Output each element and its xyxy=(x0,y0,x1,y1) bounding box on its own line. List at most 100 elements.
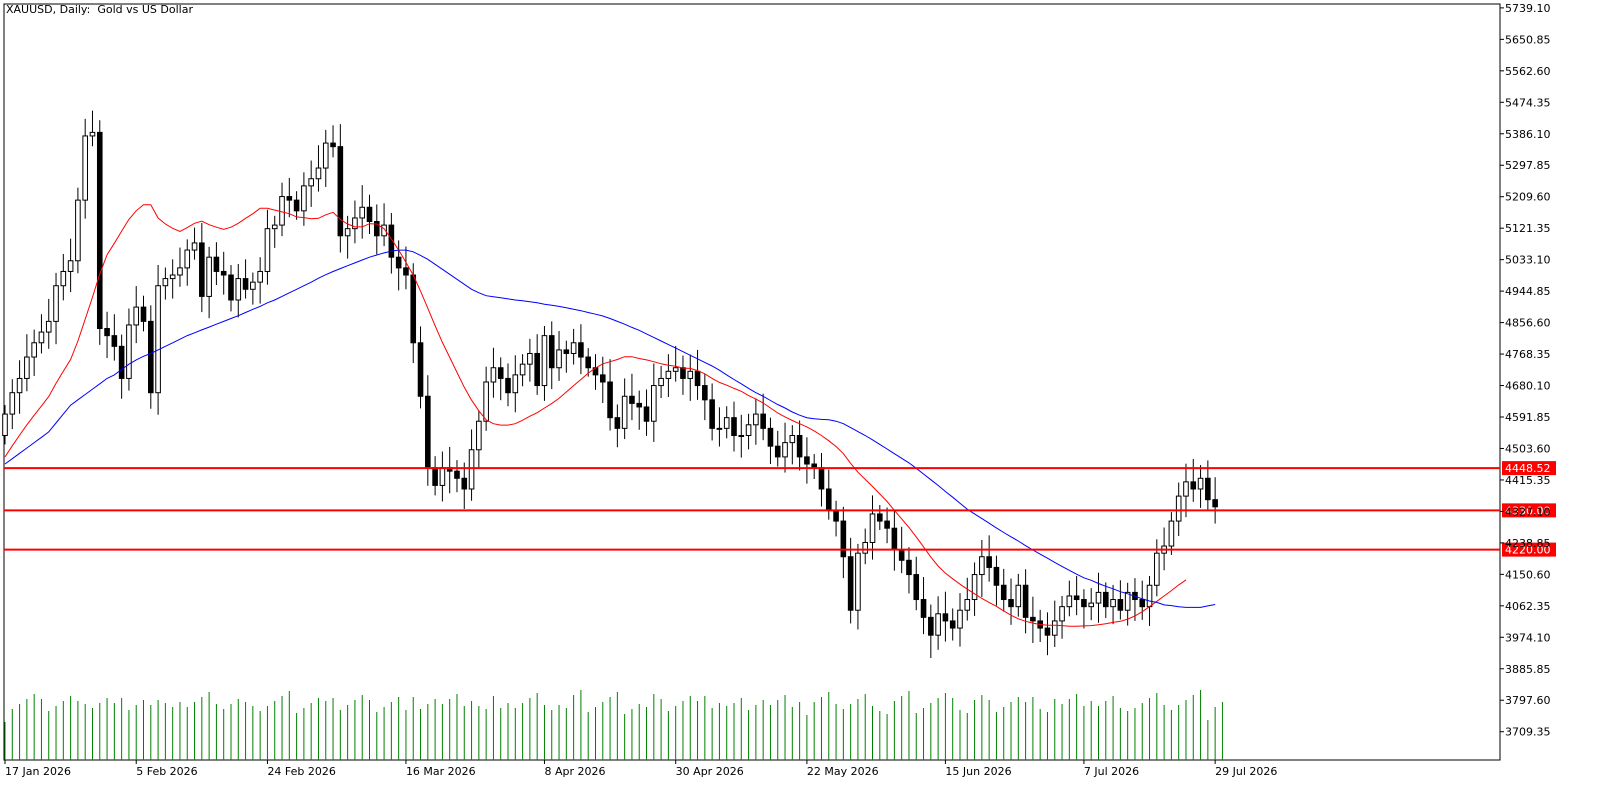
candle-body[interactable] xyxy=(213,256,220,272)
candle-body[interactable] xyxy=(220,270,227,276)
candle-body[interactable] xyxy=(1081,599,1087,608)
candle-body[interactable] xyxy=(388,224,395,258)
candle-body[interactable] xyxy=(118,345,125,379)
candle-body[interactable] xyxy=(1030,616,1036,622)
candle-body[interactable] xyxy=(993,566,1000,586)
candle-body[interactable] xyxy=(16,377,23,394)
candle-body[interactable] xyxy=(942,613,949,622)
candle-body[interactable] xyxy=(432,467,438,486)
candle-body[interactable] xyxy=(82,135,88,201)
candle-body[interactable] xyxy=(1022,584,1029,618)
candle-body[interactable] xyxy=(636,402,643,408)
candle-body[interactable] xyxy=(1146,584,1153,608)
candle-body[interactable] xyxy=(796,434,803,458)
candle-body[interactable] xyxy=(935,613,941,636)
candle-body[interactable] xyxy=(833,509,839,522)
candle-body[interactable] xyxy=(111,335,118,347)
candle-body[interactable] xyxy=(1117,599,1124,611)
candle-body[interactable] xyxy=(665,370,672,379)
candle-body[interactable] xyxy=(607,381,613,419)
candle-body[interactable] xyxy=(869,513,876,543)
candle-body[interactable] xyxy=(949,620,956,629)
candle-body[interactable] xyxy=(621,395,628,429)
candle-body[interactable] xyxy=(1110,599,1116,608)
candle-body[interactable] xyxy=(877,513,883,522)
candle-body[interactable] xyxy=(497,367,504,379)
candle-body[interactable] xyxy=(410,274,417,344)
candle-body[interactable] xyxy=(24,356,30,379)
candle-body[interactable] xyxy=(67,260,74,272)
candle-body[interactable] xyxy=(629,395,635,404)
candle-body[interactable] xyxy=(148,320,154,394)
candle-body[interactable] xyxy=(694,370,701,387)
candle-body[interactable] xyxy=(155,285,161,394)
candle-body[interactable] xyxy=(1102,591,1109,608)
candle-body[interactable] xyxy=(140,306,147,322)
candle-body[interactable] xyxy=(242,278,249,290)
candle-body[interactable] xyxy=(235,278,242,301)
candle-body[interactable] xyxy=(1197,477,1204,490)
candle-body[interactable] xyxy=(979,556,985,576)
candle-body[interactable] xyxy=(31,342,37,358)
candle-body[interactable] xyxy=(184,249,191,269)
candle-body[interactable] xyxy=(804,456,810,465)
candle-body[interactable] xyxy=(96,131,103,330)
candle-body[interactable] xyxy=(191,242,198,251)
candle-body[interactable] xyxy=(1168,520,1175,547)
candle-body[interactable] xyxy=(162,278,169,287)
candle-body[interactable] xyxy=(709,399,715,429)
candle-body[interactable] xyxy=(330,142,336,148)
candle-body[interactable] xyxy=(847,556,854,611)
candle-body[interactable] xyxy=(322,142,329,169)
candle-body[interactable] xyxy=(986,556,992,568)
candle-body[interactable] xyxy=(658,377,664,387)
candle-body[interactable] xyxy=(279,196,285,226)
candle-body[interactable] xyxy=(723,417,730,429)
candle-body[interactable] xyxy=(257,270,263,283)
candle-body[interactable] xyxy=(366,206,373,223)
candle-body[interactable] xyxy=(1175,495,1182,522)
candle-body[interactable] xyxy=(199,242,205,297)
candle-body[interactable] xyxy=(1008,599,1014,608)
candle-body[interactable] xyxy=(250,281,256,290)
candle-body[interactable] xyxy=(928,616,934,636)
candle-body[interactable] xyxy=(53,285,59,322)
candle-body[interactable] xyxy=(855,552,861,611)
candle-body[interactable] xyxy=(1073,595,1080,601)
candle-body[interactable] xyxy=(126,324,132,379)
candle-body[interactable] xyxy=(1088,602,1095,608)
candle-body[interactable] xyxy=(1183,481,1189,497)
candle-body[interactable] xyxy=(271,224,278,230)
candle-body[interactable] xyxy=(403,267,409,276)
candle-body[interactable] xyxy=(1154,552,1160,586)
candle-body[interactable] xyxy=(1190,481,1197,490)
candle-body[interactable] xyxy=(913,574,920,601)
candle-body[interactable] xyxy=(352,217,358,230)
candle-body[interactable] xyxy=(906,559,912,576)
candle-body[interactable] xyxy=(614,417,621,429)
candle-body[interactable] xyxy=(512,374,519,394)
candle-body[interactable] xyxy=(1139,599,1146,608)
candle-body[interactable] xyxy=(395,256,402,269)
candle-body[interactable] xyxy=(578,342,584,358)
candle-body[interactable] xyxy=(315,167,322,180)
candle-body[interactable] xyxy=(286,196,293,201)
candle-body[interactable] xyxy=(454,470,460,479)
candle-body[interactable] xyxy=(541,335,548,387)
candle-body[interactable] xyxy=(344,228,351,237)
candle-body[interactable] xyxy=(1066,595,1073,608)
candle-body[interactable] xyxy=(505,377,511,394)
candle-body[interactable] xyxy=(862,541,869,554)
candle-body[interactable] xyxy=(789,434,796,444)
candle-body[interactable] xyxy=(169,274,176,280)
candle-body[interactable] xyxy=(1205,477,1211,501)
candle-body[interactable] xyxy=(672,367,679,372)
candle-body[interactable] xyxy=(1095,591,1102,604)
candle-body[interactable] xyxy=(417,342,424,397)
candle-body[interactable] xyxy=(753,413,759,426)
candle-body[interactable] xyxy=(308,178,314,187)
candle-body[interactable] xyxy=(818,467,825,490)
candle-body[interactable] xyxy=(680,367,686,379)
